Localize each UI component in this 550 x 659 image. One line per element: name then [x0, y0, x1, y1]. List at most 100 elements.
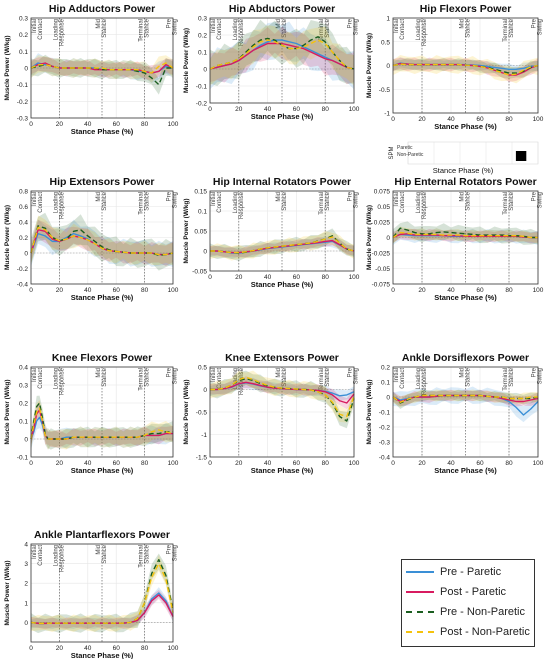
x-tick-label: 60: [293, 274, 301, 281]
phase-label: InitialContact: [32, 545, 44, 566]
y-tick-label: 0.15: [194, 189, 207, 196]
x-tick-label: 0: [208, 106, 212, 113]
phase-label: PreSwing: [167, 367, 179, 384]
band-pre-non-paretic: [393, 57, 538, 79]
y-tick-label: 0: [24, 251, 28, 258]
x-tick-label: 80: [505, 116, 513, 123]
band-post-paretic: [31, 219, 173, 267]
y-tick-label: 0.1: [381, 380, 390, 387]
y-tick-label: -0.2: [17, 99, 29, 106]
phase-label: PreSwing: [532, 18, 544, 35]
phase-label: PreSwing: [348, 367, 360, 384]
phase-label: MidStance: [96, 18, 108, 37]
y-axis-label: Muscle Power (W/kg): [4, 35, 11, 100]
phase-label: InitialContact: [394, 192, 406, 213]
phase-label: InitialContact: [32, 368, 44, 389]
phase-label: MidStance: [96, 191, 108, 210]
y-tick-label: 0.1: [19, 419, 28, 426]
band-post-non-paretic: [31, 554, 173, 633]
chart-title: Hip Extensors Power: [49, 176, 154, 188]
y-tick-label: 0.025: [374, 220, 391, 227]
band-post-paretic: [31, 401, 173, 448]
phase-label: LoadingResponse: [53, 18, 65, 46]
y-tick-label: -0.3: [379, 440, 391, 447]
y-tick-label: 0.075: [374, 189, 391, 196]
x-axis-label: Stance Phase (%): [71, 293, 134, 302]
x-axis-label: Stance Phase (%): [71, 651, 134, 659]
phase-label: TerminalStance: [503, 367, 515, 390]
x-tick-label: 20: [418, 287, 426, 294]
chart-title: Hip Enternal Rotators Power: [394, 176, 536, 188]
chart-title: Hip Internal Rotators Power: [213, 176, 351, 188]
legend-swatch-post-paretic: [406, 591, 434, 593]
chart-title: Ankle Dorsiflexors Power: [402, 352, 529, 364]
y-axis-label: Muscle Power (W/kg): [183, 198, 190, 263]
x-tick-label: 80: [505, 287, 513, 294]
y-tick-label: 0.1: [198, 209, 207, 216]
band-pre-non-paretic: [31, 54, 173, 95]
band-pre-non-paretic: [31, 212, 173, 271]
x-tick-label: 0: [29, 121, 33, 128]
x-tick-label: 20: [56, 121, 64, 128]
y-tick-label: 0.2: [19, 235, 28, 242]
phase-label: TerminalStance: [319, 191, 331, 214]
band-post-non-paretic: [393, 54, 538, 84]
x-tick-label: 60: [293, 106, 301, 113]
panel-ankle-dorsiflexors-power: Ankle Dorsiflexors Power -0.4 -0.3 -0.2 -0.1…: [366, 352, 544, 475]
x-tick-label: 20: [235, 274, 243, 281]
band-post-paretic: [393, 389, 538, 407]
y-tick-label: -0.5: [196, 410, 208, 417]
y-tick-label: 0.2: [381, 365, 390, 372]
panel-hip-internal-rotators-power: Hip Internal Rotators Power-0.0500.050.1…: [183, 176, 360, 289]
phase-label: LoadingResponse: [53, 367, 65, 395]
x-tick-label: 0: [208, 274, 212, 281]
phase-label: MidStance: [96, 367, 108, 386]
series-pre-non-paretic: [30, 558, 174, 625]
legend-item-post-paretic: Post - Paretic: [406, 583, 506, 601]
phase-label: PreSwing: [532, 191, 544, 208]
x-tick-label: 80: [141, 121, 149, 128]
phase-label: TerminalStance: [503, 18, 515, 41]
legend-label-post-nonparetic: Post - Non-Paretic: [440, 626, 530, 638]
x-tick-label: 60: [113, 121, 121, 128]
band-post-paretic: [210, 376, 354, 410]
phase-label: MidStance: [96, 544, 108, 563]
band-post-paretic: [210, 26, 354, 85]
x-tick-label: 100: [168, 645, 179, 652]
phase-label: MidStance: [460, 367, 472, 386]
phase-label: MidStance: [276, 367, 288, 386]
y-tick-label: 0: [203, 67, 207, 74]
x-axis-label: Stance Phase (%): [251, 280, 314, 289]
x-tick-label: 100: [168, 460, 179, 467]
panel-hip-flexors-power: Hip Flexors Power -1 -0.5 0 0.5 1 0 20 40 60 80 100…: [366, 3, 544, 131]
phase-label: LoadingResponse: [233, 367, 245, 395]
y-tick-label: -0.1: [17, 82, 29, 89]
band-pre-paretic: [393, 57, 538, 75]
band-pre-paretic: [210, 21, 354, 90]
series-post-paretic: [30, 594, 174, 625]
legend-label-post-paretic: Post - Paretic: [440, 586, 507, 598]
phase-label: MidStance: [276, 191, 288, 210]
y-tick-label: -0.2: [379, 425, 391, 432]
x-tick-label: 40: [447, 116, 455, 123]
x-tick-label: 80: [505, 460, 513, 467]
spm-significant-cluster: [515, 151, 527, 161]
plot-frame: [392, 366, 539, 458]
band-pre-paretic: [31, 219, 173, 267]
chart-title: Hip Abductors Power: [229, 3, 335, 15]
y-tick-label: -0.05: [375, 266, 390, 273]
x-tick-label: 0: [391, 116, 395, 123]
band-pre-paretic: [393, 386, 538, 423]
band-pre-non-paretic: [210, 370, 354, 429]
legend-label-pre-paretic: Pre - Paretic: [440, 566, 502, 578]
spm-row-paretic: Paretic: [397, 145, 413, 151]
series-post-non-paretic: [30, 226, 174, 256]
x-tick-label: 60: [113, 645, 121, 652]
y-tick-label: 1: [386, 16, 390, 23]
y-tick-label: 2: [24, 581, 28, 588]
x-tick-label: 40: [264, 460, 272, 467]
phase-label: MidStance: [460, 191, 472, 210]
y-tick-label: -0.2: [17, 266, 29, 273]
phase-label: InitialContact: [32, 192, 44, 213]
